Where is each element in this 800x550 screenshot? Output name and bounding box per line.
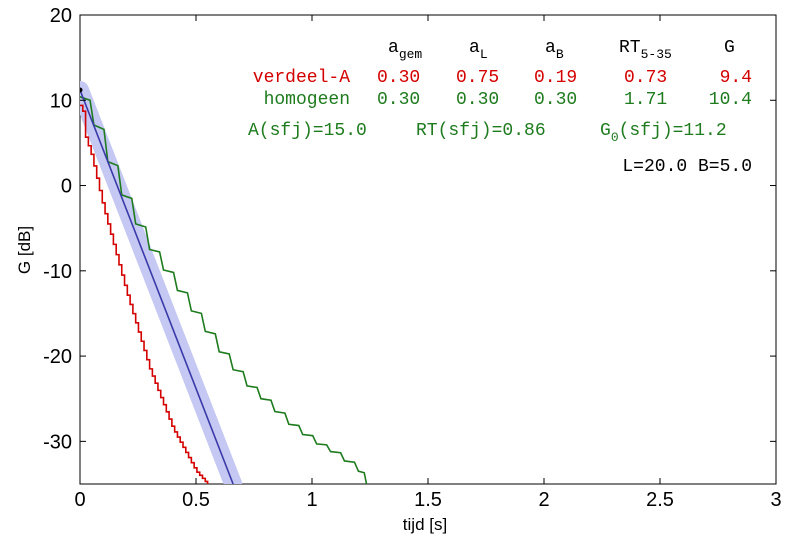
y-tick-label: 0 — [61, 176, 72, 198]
y-tick-label: -30 — [43, 431, 72, 453]
room-dimensions: L=20.0 B=5.0 — [622, 157, 752, 177]
row-verdeel-a: verdeel-A 0.30 0.75 0.19 0.73 9.4 — [253, 68, 752, 88]
header-a-b: aB — [545, 38, 564, 62]
row-homogeen: homogeen 0.30 0.30 0.30 1.71 10.4 — [264, 90, 752, 110]
annotation-table: agem aL aB RT5-35 G verdeel-A 0.30 0.75 … — [248, 38, 752, 177]
data-layer — [80, 81, 368, 484]
header-rt: RT5-35 — [619, 38, 672, 62]
cell-rt: 1.71 — [624, 90, 667, 110]
plot-area — [79, 14, 777, 485]
x-tick-label: 2.5 — [646, 489, 674, 511]
sfj-rt: RT(sfj)=0.86 — [416, 121, 546, 141]
y-tick-label: -20 — [43, 346, 72, 368]
sfj-g0: G0(sfj)=11.2 — [600, 121, 727, 145]
x-tick-label: 3 — [770, 489, 781, 511]
sfj-line: A(sfj)=15.0 RT(sfj)=0.86 G0(sfj)=11.2 — [248, 121, 727, 145]
cell-rt: 0.73 — [624, 68, 667, 88]
fit-line — [80, 89, 234, 484]
series-verdeel-a-line — [80, 104, 209, 484]
cell-a-gem: 0.30 — [377, 68, 420, 88]
row-label: homogeen — [264, 90, 350, 110]
y-axis-title: G [dB] — [15, 226, 34, 274]
row-label: verdeel-A — [253, 68, 350, 88]
cell-g: 10.4 — [709, 90, 752, 110]
cell-a-gem: 0.30 — [377, 90, 420, 110]
y-tick-label: 20 — [50, 5, 72, 27]
cell-a-l: 0.30 — [456, 90, 499, 110]
x-tick-label: 1.5 — [414, 489, 442, 511]
cell-g: 9.4 — [720, 68, 752, 88]
header-a-l: aL — [469, 38, 488, 62]
header-a-gem: agem — [388, 38, 422, 62]
sfj-a: A(sfj)=15.0 — [248, 121, 367, 141]
x-tick-label: 1 — [306, 489, 317, 511]
start-marker — [80, 87, 83, 93]
x-axis-title: tijd [s] — [403, 515, 447, 534]
cell-a-b: 0.30 — [534, 90, 577, 110]
x-tick-label: 0 — [74, 489, 85, 511]
cell-a-b: 0.19 — [534, 68, 577, 88]
header-g: G — [724, 38, 735, 58]
x-tick-label: 0.5 — [182, 489, 210, 511]
cell-a-l: 0.75 — [456, 68, 499, 88]
y-tick-label: 10 — [50, 90, 72, 112]
tick-layer: 0 0.5 1 1.5 2 2.5 3 -30 -20 -10 0 10 20 — [43, 5, 781, 511]
x-tick-label: 2 — [538, 489, 549, 511]
series-homogeen-line — [80, 96, 368, 484]
y-tick-label: -10 — [43, 261, 72, 283]
